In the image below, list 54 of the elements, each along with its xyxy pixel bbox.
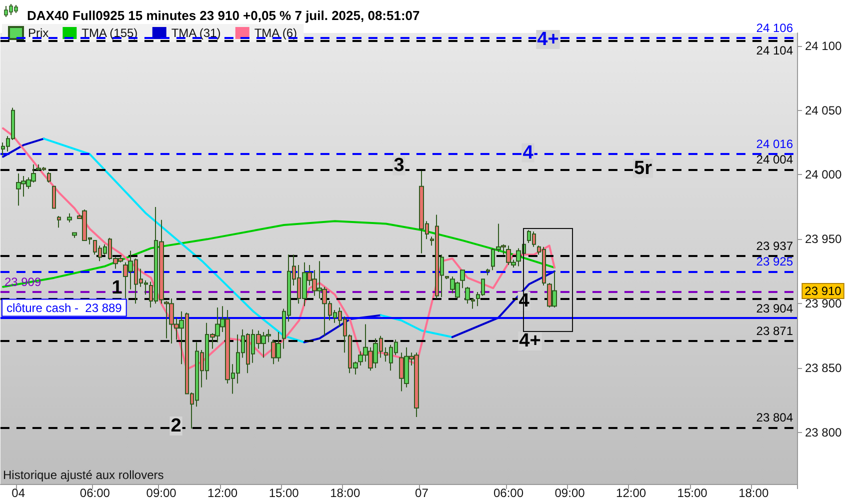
x-tick-label: 12:00 <box>208 486 238 500</box>
ref-line-label: clôture cash - 23 889 <box>6 300 122 315</box>
candlestick <box>72 232 77 238</box>
line-series <box>42 138 306 344</box>
x-tick-label: 06:00 <box>80 486 110 500</box>
y-tick-label: 23 900 <box>805 296 842 311</box>
candlestick <box>57 215 61 228</box>
line-series <box>380 314 454 338</box>
ref-line-label: 23 871 <box>756 324 794 338</box>
ref-line-label: 24 004 <box>756 152 794 167</box>
candlestick <box>47 172 51 183</box>
annotation: 4+ <box>519 330 541 352</box>
line-series <box>303 314 382 344</box>
candlestick <box>460 270 465 289</box>
x-tick-label: 18:00 <box>330 486 360 500</box>
ref-line-label: 23 937 <box>756 238 794 253</box>
x-tick-label: 07 <box>415 486 429 500</box>
x-tick-label: 06:00 <box>493 486 524 500</box>
candlestick <box>67 212 72 223</box>
ref-line-label: 23 904 <box>756 301 794 316</box>
x-tick-label: 15:00 <box>268 486 300 500</box>
legend-label: TMA (155) <box>82 26 138 40</box>
annotation: 4 <box>522 142 534 164</box>
y-tick-label: 24 100 <box>805 38 842 53</box>
line-series <box>2 127 556 370</box>
annotation: 3 <box>394 155 404 176</box>
x-tick-label: 04 <box>12 486 26 500</box>
x-tick-label: 09:00 <box>146 486 177 500</box>
x-tick-label: 09:00 <box>554 486 586 500</box>
ref-line-label: 23 925 <box>756 254 794 268</box>
text: 23 910 <box>804 284 842 298</box>
x-tick-label: 12:00 <box>616 486 646 500</box>
y-tick-label: 23 800 <box>805 425 842 440</box>
annotation: 4+ <box>537 28 559 50</box>
x-tick-label: 15:00 <box>677 486 708 500</box>
legend-label: Prix <box>28 26 49 40</box>
annotation: 5r <box>634 158 653 179</box>
legend-label: TMA (31) <box>171 26 221 40</box>
y-tick-label: 23 950 <box>805 232 842 246</box>
ref-line-label: 23 804 <box>756 410 794 424</box>
ref-line-label: 24 016 <box>756 137 794 152</box>
x-tick-label: 18:00 <box>738 486 769 500</box>
candlestick <box>486 268 490 276</box>
candlestick <box>52 186 56 209</box>
y-tick-label: 23 850 <box>805 361 842 376</box>
legend-label: TMA (6) <box>254 26 298 40</box>
ref-line-label: 24 106 <box>756 21 794 36</box>
annotation: Historique ajusté aux rollovers <box>3 468 164 482</box>
chart-title: DAX40 Full0925 15 minutes 23 910 +0,05 % 7 juil. 2025, 08:51:07 <box>27 8 420 23</box>
annotation: 2 <box>170 416 182 437</box>
y-tick-label: 24 000 <box>805 168 842 182</box>
ref-line-label: 24 104 <box>756 44 794 58</box>
candlestick <box>445 276 449 280</box>
y-tick-label: 24 050 <box>805 103 842 118</box>
